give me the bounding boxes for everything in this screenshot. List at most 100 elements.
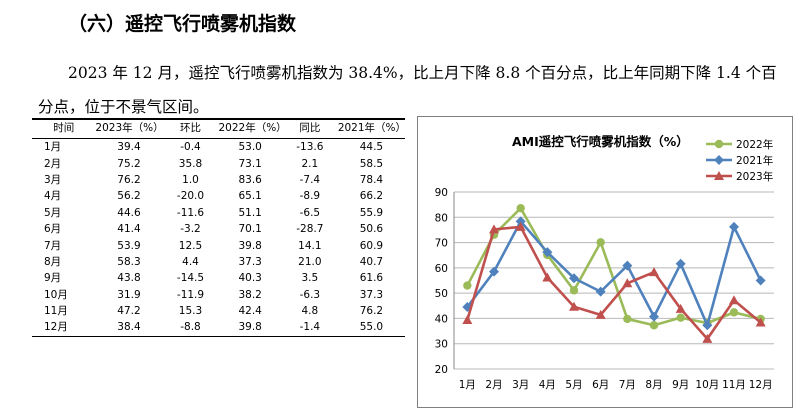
row-mom-cell: -3.2 — [180, 223, 201, 236]
y-tick-label: 40 — [435, 313, 448, 325]
data-point — [675, 303, 686, 313]
header-2022: 2022年（%） — [218, 118, 287, 139]
row-2022-cell: 83.6 — [238, 173, 262, 186]
ami-chart: AMI遥控飞行喷雾机指数（%） 20 30 40 50 60 70 80 90 1月 2月 3月 4月… — [417, 116, 793, 408]
data-point — [729, 221, 739, 232]
data-point — [622, 278, 633, 288]
header-mom: 环比 — [162, 118, 219, 139]
summary-paragraph: 2023 年 12 月，遥控飞行喷雾机指数为 38.4%，比上月下降 8.8 个… — [38, 64, 777, 116]
data-point — [675, 258, 686, 269]
data-point — [463, 281, 472, 290]
row-2022-cell: 37.3 — [238, 255, 262, 268]
data-point — [489, 266, 499, 277]
header-time: 时间 — [32, 118, 96, 139]
row-month-cell: 10月 — [44, 288, 68, 301]
ami-line-chart: AMI遥控飞行喷雾机指数（%） 20 30 40 50 60 70 80 90 1月 2月 3月 4月… — [435, 134, 774, 391]
x-tick-label: 5月 — [565, 379, 582, 391]
data-point — [623, 314, 632, 324]
row-2023-cell: 31.9 — [117, 288, 141, 301]
data-point — [649, 267, 659, 277]
row-2021-cell: 66.2 — [359, 190, 384, 203]
y-tick-label: 60 — [435, 263, 448, 275]
row-2023-cell: 76.2 — [117, 173, 141, 186]
table-row: 4月 56.2 -20.0 65.1 -8.9 66.2 — [32, 188, 405, 204]
data-point — [542, 247, 553, 258]
row-yoy-cell: -7.4 — [299, 173, 321, 186]
row-2022-cell: 39.8 — [218, 319, 282, 337]
row-yoy-cell: -8.9 — [299, 190, 321, 203]
row-2022-cell: 70.1 — [238, 223, 262, 236]
index-table: 时间 2023年（%） 环比 2022年（%） 同比 2021年（%） 1月 39… — [32, 118, 406, 337]
legend-label: 2022年 — [736, 138, 773, 151]
row-2023-cell: 39.4 — [117, 141, 141, 154]
data-point — [676, 313, 685, 322]
table-row: 6月 41.4 -3.2 70.1 -28.7 50.6 — [32, 221, 405, 237]
row-2021-cell: 58.5 — [359, 157, 384, 170]
data-point — [596, 238, 605, 247]
table-row: 5月 44.6 -11.6 51.1 -6.5 55.9 — [32, 205, 405, 221]
series-line — [466, 225, 762, 341]
legend-label: 2021年 — [736, 154, 773, 167]
row-2021-cell: 60.9 — [359, 239, 384, 252]
x-tick-label: 12月 — [749, 379, 773, 391]
row-yoy-cell: -1.4 — [281, 319, 338, 337]
row-2021-cell: 78.4 — [359, 173, 384, 186]
row-month-cell: 4月 — [44, 190, 62, 203]
row-2021-cell: 40.7 — [359, 255, 384, 268]
row-yoy-cell: 2.1 — [301, 157, 319, 170]
y-tick-label: 30 — [435, 339, 448, 351]
row-2023-cell: 47.2 — [117, 305, 141, 318]
row-mom-cell: -11.9 — [176, 288, 205, 301]
legend-label: 2023年 — [736, 170, 773, 183]
row-yoy-cell: 3.5 — [301, 272, 319, 285]
row-month-cell: 6月 — [44, 223, 62, 236]
row-2021-cell: 44.5 — [359, 141, 384, 154]
row-month-cell: 8月 — [44, 255, 62, 268]
series-line — [466, 220, 762, 327]
row-month-cell: 12月 — [32, 319, 96, 337]
row-yoy-cell: -13.6 — [296, 141, 324, 154]
row-2022-cell: 51.1 — [238, 206, 262, 219]
row-month-cell: 11月 — [44, 305, 68, 318]
legend-marker — [714, 155, 724, 165]
data-point — [729, 308, 739, 317]
y-tick-label: 80 — [435, 212, 448, 224]
table-row: 9月 43.8 -14.5 40.3 3.5 61.6 — [32, 270, 405, 286]
row-yoy-cell: -6.3 — [299, 288, 321, 301]
row-month-cell: 7月 — [44, 239, 62, 252]
data-point — [489, 224, 499, 234]
x-tick-label: 1月 — [459, 379, 476, 391]
header-yoy: 同比 — [281, 118, 338, 139]
row-2022-cell: 38.2 — [238, 288, 262, 301]
row-yoy-cell: 21.0 — [298, 255, 322, 268]
row-2023-cell: 41.4 — [117, 223, 141, 236]
data-point — [755, 275, 766, 286]
row-2023-cell: 43.8 — [117, 272, 141, 285]
row-mom-cell: 15.3 — [178, 305, 203, 318]
x-tick-label: 10月 — [695, 379, 719, 391]
x-tick-label: 7月 — [619, 379, 636, 391]
row-mom-cell: -0.4 — [180, 141, 201, 154]
table-row: 3月 76.2 1.0 83.6 -7.4 78.4 — [32, 172, 405, 188]
data-point — [649, 311, 659, 322]
data-point — [702, 333, 713, 343]
x-tick-label: 4月 — [539, 379, 556, 391]
row-2022-cell: 73.1 — [238, 157, 262, 170]
section-heading: （六）遥控飞行喷雾机指数 — [68, 13, 297, 35]
row-month-cell: 3月 — [44, 173, 62, 186]
data-point — [569, 301, 579, 311]
row-2022-cell: 42.4 — [238, 305, 262, 318]
row-2021-cell: 50.6 — [359, 223, 384, 236]
data-point — [569, 286, 579, 295]
row-mom-cell: -8.8 — [162, 319, 219, 337]
x-tick-label: 6月 — [592, 379, 609, 391]
data-point — [515, 221, 526, 231]
row-month-cell: 2月 — [44, 157, 62, 170]
x-tick-label: 2月 — [485, 379, 502, 391]
data-point — [516, 203, 525, 213]
row-2022-cell: 65.1 — [238, 190, 262, 203]
row-2023-cell: 38.4 — [95, 319, 163, 337]
table-row: 2月 75.2 35.8 73.1 2.1 58.5 — [32, 155, 405, 171]
row-2022-cell: 40.3 — [238, 272, 262, 285]
table-row: 8月 58.3 4.4 37.3 21.0 40.7 — [32, 254, 405, 270]
